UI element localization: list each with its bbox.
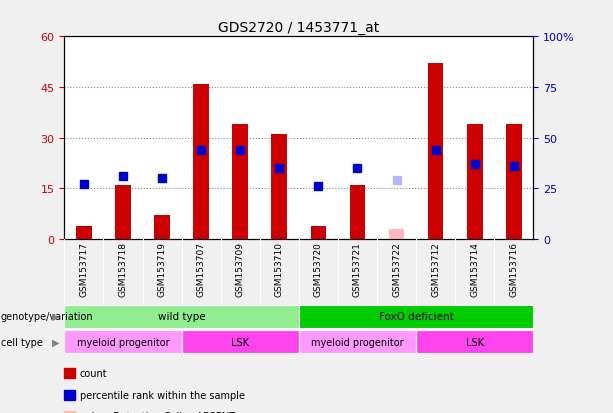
- Text: cell type: cell type: [1, 337, 42, 347]
- Text: LSK: LSK: [466, 337, 484, 347]
- Text: GSM153719: GSM153719: [158, 242, 167, 297]
- Bar: [272, 135, 287, 240]
- Bar: [299, 305, 533, 328]
- Bar: [467, 125, 482, 240]
- Bar: [64, 330, 181, 354]
- Text: LSK: LSK: [231, 337, 249, 347]
- Bar: [154, 216, 170, 240]
- Text: GSM153720: GSM153720: [314, 242, 323, 296]
- Text: myeloid progenitor: myeloid progenitor: [77, 337, 169, 347]
- Bar: [181, 330, 299, 354]
- Text: GSM153707: GSM153707: [197, 242, 205, 297]
- Bar: [115, 185, 131, 240]
- Bar: [506, 125, 522, 240]
- Text: ▶: ▶: [52, 311, 59, 321]
- Text: count: count: [80, 368, 107, 378]
- Text: GSM153716: GSM153716: [509, 242, 518, 297]
- Bar: [76, 226, 92, 240]
- Bar: [428, 64, 443, 240]
- Bar: [232, 125, 248, 240]
- Text: GSM153718: GSM153718: [118, 242, 128, 297]
- Text: GSM153709: GSM153709: [236, 242, 245, 297]
- Text: GSM153722: GSM153722: [392, 242, 401, 296]
- Text: ▶: ▶: [52, 337, 59, 347]
- Text: GSM153717: GSM153717: [80, 242, 88, 297]
- Text: GSM153714: GSM153714: [470, 242, 479, 296]
- Bar: [193, 84, 209, 240]
- Title: GDS2720 / 1453771_at: GDS2720 / 1453771_at: [218, 21, 379, 35]
- Bar: [349, 185, 365, 240]
- Bar: [299, 330, 416, 354]
- Text: genotype/variation: genotype/variation: [1, 311, 93, 321]
- Text: wild type: wild type: [158, 311, 205, 321]
- Bar: [389, 230, 405, 240]
- Text: value, Detection Call = ABSENT: value, Detection Call = ABSENT: [80, 411, 235, 413]
- Text: GSM153712: GSM153712: [431, 242, 440, 296]
- Text: GSM153710: GSM153710: [275, 242, 284, 297]
- Bar: [311, 226, 326, 240]
- Text: FoxO deficient: FoxO deficient: [379, 311, 454, 321]
- Bar: [64, 305, 299, 328]
- Text: GSM153721: GSM153721: [353, 242, 362, 296]
- Text: percentile rank within the sample: percentile rank within the sample: [80, 390, 245, 400]
- Bar: [416, 330, 533, 354]
- Text: myeloid progenitor: myeloid progenitor: [311, 337, 404, 347]
